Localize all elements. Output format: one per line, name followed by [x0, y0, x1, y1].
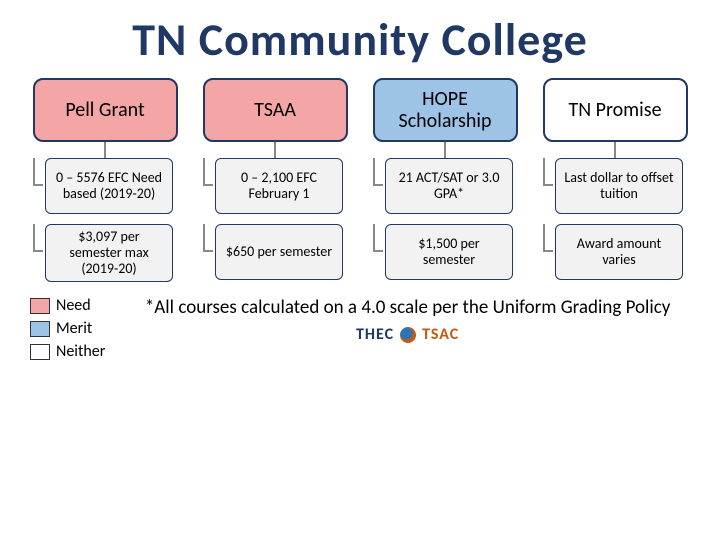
swatch-merit — [30, 321, 50, 337]
connector-elbow — [371, 158, 385, 214]
header-tsaa: TSAA — [203, 78, 348, 142]
header-tn-promise: TN Promise — [543, 78, 688, 142]
header-hope: HOPE Scholarship — [373, 78, 518, 142]
legend-label: Need — [56, 296, 91, 315]
detail-box: 21 ACT/SAT or 3.0 GPA* — [385, 158, 513, 214]
logo-tsac: TSAC — [422, 325, 459, 344]
detail-box: Award amount varies — [555, 224, 683, 280]
columns-grid: Pell Grant 0 – 5576 EFC Need based (2019… — [24, 78, 696, 282]
connector-elbow — [201, 158, 215, 214]
connector-line — [274, 142, 276, 158]
slide: TN Community College Pell Grant 0 – 5576… — [0, 0, 720, 540]
column-tn-promise: TN Promise Last dollar to offset tuition… — [534, 78, 696, 282]
connector-elbow — [541, 224, 555, 280]
connector-elbow — [201, 224, 215, 280]
logo: THEC TSAC — [119, 325, 696, 344]
legend-item-merit: Merit — [30, 319, 105, 338]
legend-item-need: Need — [30, 296, 105, 315]
bottom-row: Need Merit Neither *All courses calculat… — [24, 296, 696, 361]
detail-box: $650 per semester — [215, 224, 343, 280]
detail-box: 0 – 2,100 EFC February 1 — [215, 158, 343, 214]
column-tsaa: TSAA 0 – 2,100 EFC February 1 $650 per s… — [194, 78, 356, 282]
connector-elbow — [31, 224, 45, 282]
connector-line — [444, 142, 446, 158]
connector-line — [614, 142, 616, 158]
legend-label: Merit — [56, 319, 92, 338]
connector-elbow — [371, 224, 385, 280]
legend-item-neither: Neither — [30, 342, 105, 361]
column-hope: HOPE Scholarship 21 ACT/SAT or 3.0 GPA* … — [364, 78, 526, 282]
detail-box: $3,097 per semester max (2019-20) — [45, 224, 173, 282]
connector-line — [104, 142, 106, 158]
detail-box: Last dollar to offset tuition — [555, 158, 683, 214]
header-pell-grant: Pell Grant — [33, 78, 178, 142]
connector-elbow — [31, 158, 45, 214]
page-title: TN Community College — [24, 12, 696, 68]
connector-elbow — [541, 158, 555, 214]
footnote: *All courses calculated on a 4.0 scale p… — [119, 296, 696, 319]
legend-label: Neither — [56, 342, 105, 361]
swatch-neither — [30, 344, 50, 360]
logo-badge-icon — [400, 327, 416, 343]
swatch-need — [30, 298, 50, 314]
column-pell-grant: Pell Grant 0 – 5576 EFC Need based (2019… — [24, 78, 186, 282]
detail-box: $1,500 per semester — [385, 224, 513, 280]
legend: Need Merit Neither — [30, 296, 105, 361]
detail-box: 0 – 5576 EFC Need based (2019-20) — [45, 158, 173, 214]
logo-thec: THEC — [356, 325, 394, 344]
